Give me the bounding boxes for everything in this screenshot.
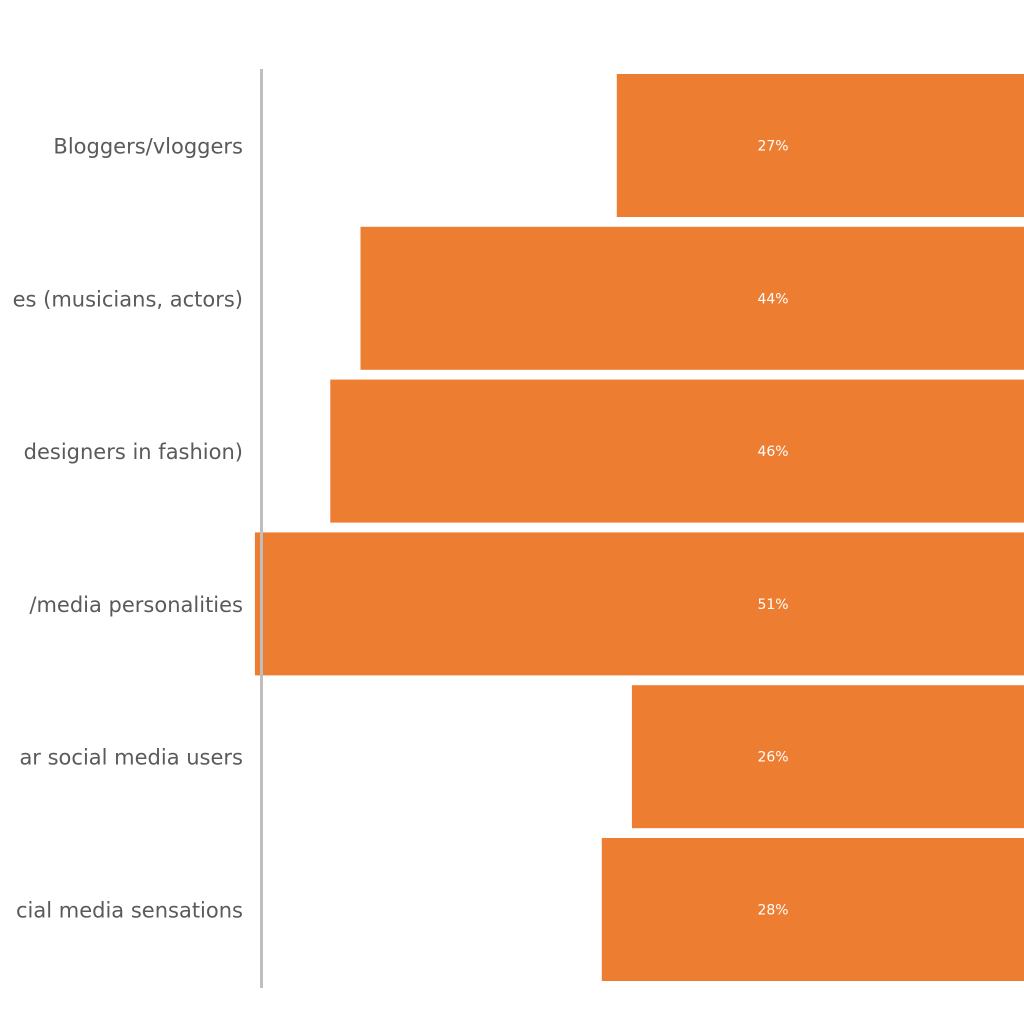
bar-value-label: 51% (757, 597, 788, 613)
bar-value-label: 28% (757, 903, 788, 919)
bar-value-label: 44% (757, 291, 788, 307)
bar-4 (254, 532, 1024, 676)
category-label: /media personalities (29, 593, 243, 617)
category-label: Bloggers/vloggers (53, 135, 243, 159)
bar-value-label: 27% (757, 139, 788, 155)
category-label: designers in fashion) (24, 440, 243, 464)
category-label: es (musicians, actors) (13, 287, 243, 311)
category-label: ar social media users (19, 746, 243, 770)
bar-6 (601, 838, 1024, 981)
category-label: cial media sensations (16, 899, 243, 923)
bar-5 (631, 685, 1024, 829)
bar-value-label: 26% (757, 750, 788, 766)
bar-3 (330, 379, 1024, 523)
bar-2 (360, 226, 1024, 370)
category-labels-layer: Bloggers/vloggers es (musicians, actors) d… (13, 135, 243, 923)
bar-value-label: 46% (757, 444, 788, 460)
bars-layer: 27% 44% 46% 51% 26% 28% (254, 74, 1024, 981)
bar-1 (616, 74, 1024, 217)
